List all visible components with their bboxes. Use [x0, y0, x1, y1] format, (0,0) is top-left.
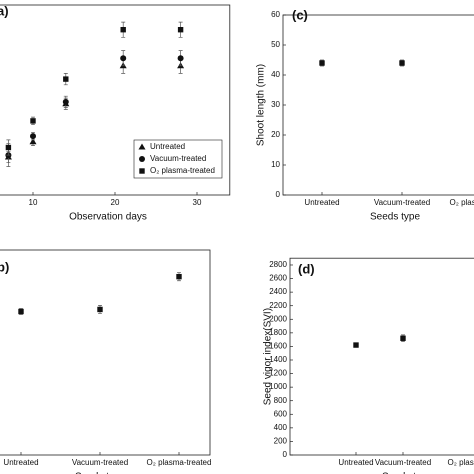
x-tick-label: 20 [111, 198, 120, 207]
x-tick-label: 10 [29, 198, 38, 207]
x-tick-label: Untreated [338, 458, 373, 467]
point [120, 55, 127, 62]
y-tick-label: 1600 [269, 342, 287, 351]
y-tick-label: 2000 [269, 314, 287, 323]
x-tick-label: O₂ plasma-treated [448, 458, 474, 467]
point [139, 156, 145, 162]
legend-box [133, 139, 223, 179]
y-tick-label: 60 [271, 10, 280, 19]
x-tick-label: 30 [193, 198, 202, 207]
point [29, 138, 37, 145]
y-tick-label: 800 [274, 396, 288, 405]
point [30, 118, 36, 124]
x-tick-label: O₂ plasma-treated [147, 458, 212, 467]
y-tick-label: 50 [271, 40, 280, 49]
point [400, 335, 406, 341]
legend-label: O₂ plasma-treated [150, 166, 215, 175]
panel-label: a) [0, 3, 9, 18]
y-tick-label: 200 [274, 437, 288, 446]
y-tick-label: 1800 [269, 328, 287, 337]
x-axis-label: Seeds type [382, 472, 432, 474]
y-tick-label: 2600 [269, 274, 287, 283]
y-axis-label: Shoot length (mm) [256, 64, 267, 146]
y-axis-label: Seed vigor index(SVI) [263, 308, 274, 405]
x-axis-label: Seeds type [370, 212, 420, 223]
x-axis-label: Seeds type [75, 472, 125, 474]
y-tick-label: 2400 [269, 287, 287, 296]
y-tick-label: 30 [271, 100, 280, 109]
y-tick-label: 400 [274, 423, 288, 432]
point [319, 60, 325, 66]
x-tick-label: Vacuum-treated [374, 198, 430, 207]
point [177, 27, 184, 33]
y-tick-label: 1400 [269, 355, 287, 364]
plot-frame [282, 14, 474, 196]
y-tick-label: 40 [271, 70, 280, 79]
x-tick-label: Untreated [3, 458, 38, 467]
panel-label: (c) [292, 7, 308, 22]
panel-label: (d) [298, 261, 315, 276]
y-tick-label: 0 [283, 450, 288, 459]
point [63, 76, 69, 82]
y-tick-label: 2800 [269, 260, 287, 269]
point [30, 133, 36, 140]
panel-label: b) [0, 259, 9, 274]
point [138, 143, 146, 150]
point [139, 168, 145, 174]
point [120, 27, 126, 33]
plot-frame [289, 257, 474, 456]
point [18, 308, 24, 315]
legend-label: Untreated [150, 142, 185, 151]
point [62, 98, 69, 105]
y-tick-label: 1200 [269, 369, 287, 378]
point [177, 55, 184, 62]
y-tick-label: 1000 [269, 382, 287, 391]
x-axis-label: Observation days [69, 212, 147, 223]
y-tick-label: 600 [274, 409, 288, 418]
y-tick-label: 10 [271, 160, 280, 169]
x-tick-label: Vacuum-treated [375, 458, 431, 467]
y-tick-label: 2200 [269, 301, 287, 310]
point [353, 342, 359, 348]
point [5, 144, 12, 151]
x-tick-label: O₂ plasma-treated [450, 198, 474, 207]
plot-frame [0, 4, 231, 196]
x-tick-label: Vacuum-treated [72, 458, 128, 467]
y-tick-label: 0 [276, 190, 281, 199]
legend-label: Vacuum-treated [150, 154, 206, 163]
point [399, 60, 405, 66]
point [176, 273, 182, 280]
x-tick-label: Untreated [304, 198, 339, 207]
point [97, 306, 103, 313]
y-tick-label: 20 [271, 130, 280, 139]
